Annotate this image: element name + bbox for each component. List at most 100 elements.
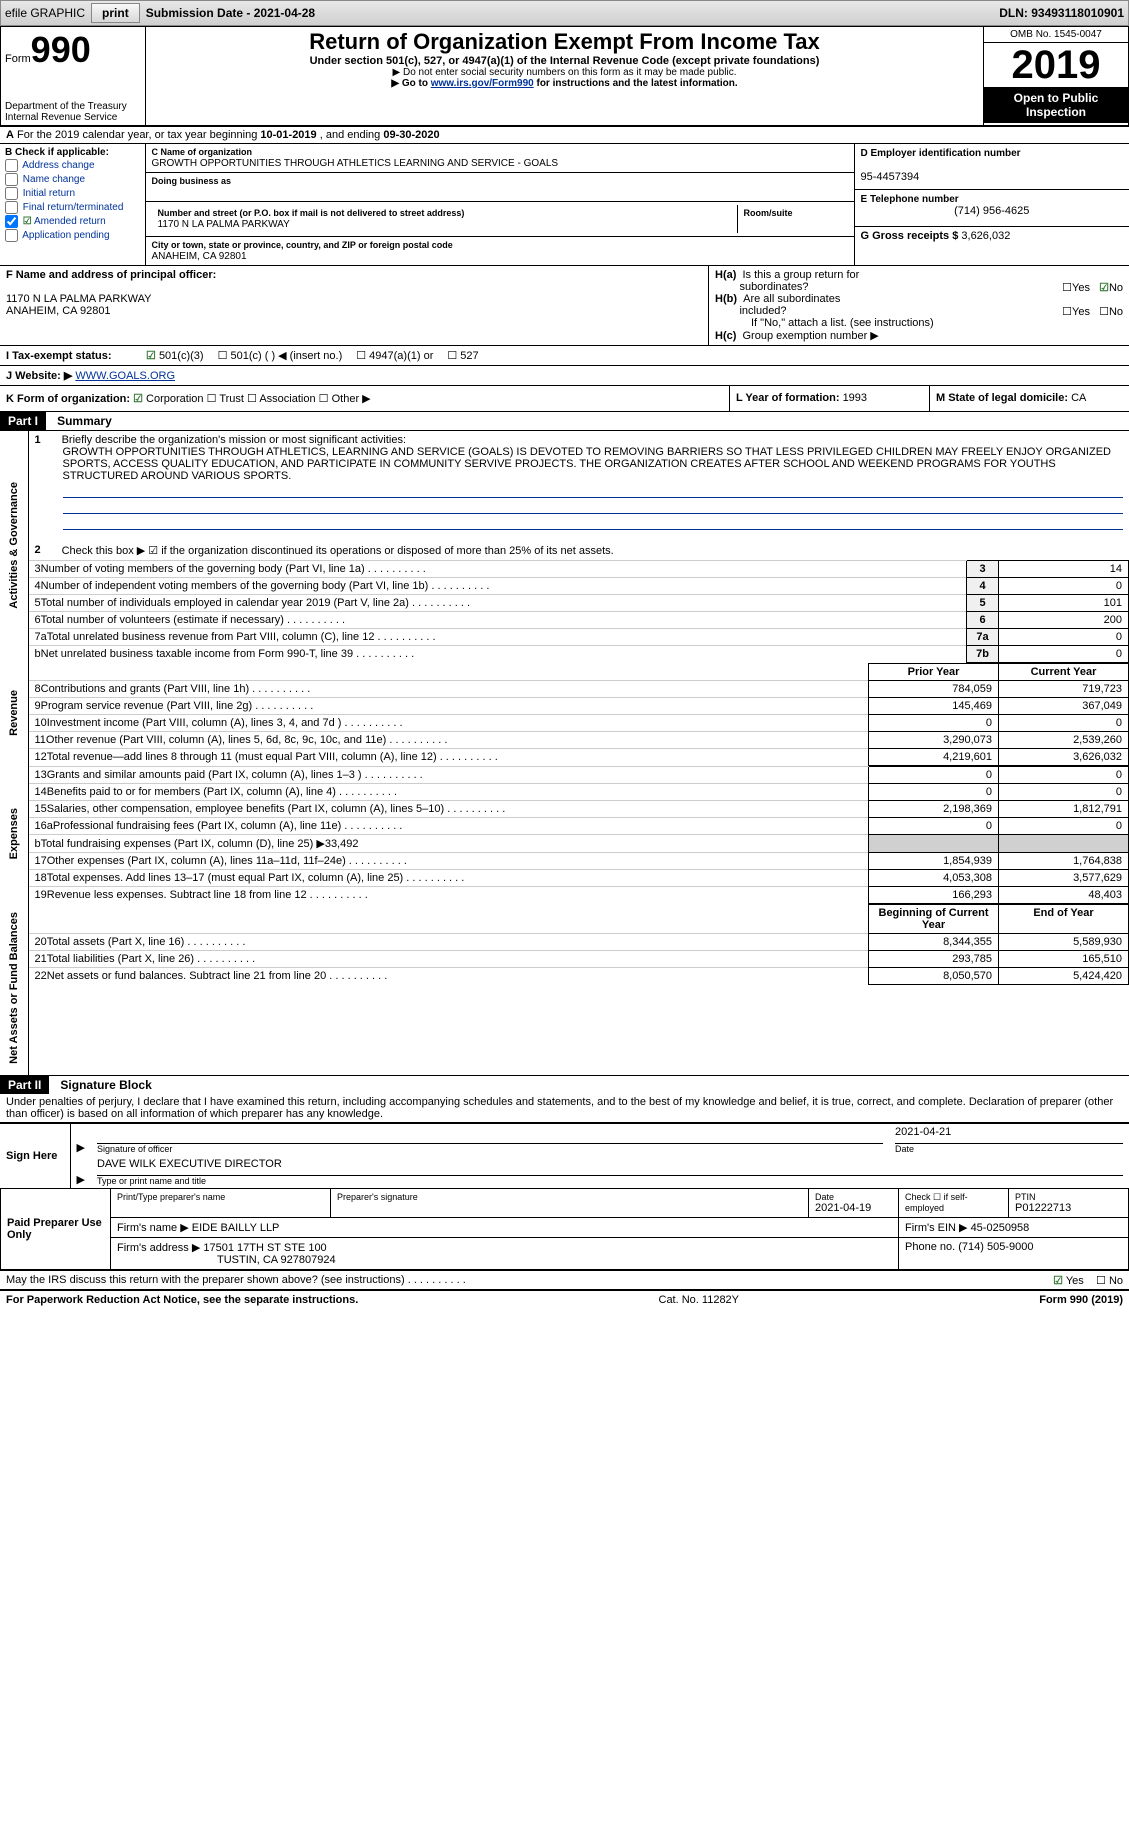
chk-4947[interactable]: ☐ 4947(a)(1) or — [356, 349, 433, 362]
chk-527[interactable]: ☐ 527 — [447, 349, 478, 362]
section-j: J Website: ▶ WWW.GOALS.ORG — [0, 366, 1129, 385]
table-row: 10Investment income (Part VIII, column (… — [29, 715, 1129, 732]
table-row: 18Total expenses. Add lines 13–17 (must … — [29, 870, 1129, 887]
ha-no[interactable]: ☑No — [1099, 282, 1123, 294]
table-row: 22Net assets or fund balances. Subtract … — [29, 968, 1129, 985]
discuss-yes[interactable]: ☑ Yes — [1053, 1275, 1084, 1287]
part2-title: Signature Block — [52, 1076, 159, 1094]
table-row: 4Number of independent voting members of… — [29, 578, 1129, 595]
table-row: 7aTotal unrelated business revenue from … — [29, 629, 1129, 646]
part1-title: Summary — [49, 412, 120, 430]
inspect2: Inspection — [1026, 105, 1086, 119]
prep-date: 2021-04-19 — [815, 1202, 871, 1214]
note2-post: for instructions and the latest informat… — [534, 78, 738, 89]
table-row: 20Total assets (Part X, line 16)8,344,35… — [29, 934, 1129, 951]
vlabel-rev: Revenue — [8, 682, 20, 744]
preparer-table: Paid Preparer Use Only Print/Type prepar… — [0, 1188, 1129, 1270]
q1-num: 1 — [35, 434, 59, 446]
ptin-value: P01222713 — [1015, 1202, 1071, 1214]
website-link[interactable]: WWW.GOALS.ORG — [75, 370, 175, 382]
line-a-text: For the 2019 calendar year, or tax year … — [17, 129, 260, 141]
e-label: E Telephone number — [861, 194, 959, 205]
q1-text: Briefly describe the organization's miss… — [62, 434, 406, 446]
c-label: C Name of organization — [152, 147, 253, 157]
table-row: 19Revenue less expenses. Subtract line 1… — [29, 887, 1129, 904]
sign-here-label: Sign Here — [0, 1123, 70, 1188]
check-self: Check ☐ if self-employed — [905, 1192, 1002, 1213]
table-row: 17Other expenses (Part IX, column (A), l… — [29, 853, 1129, 870]
street-label: Number and street (or P.O. box if mail i… — [158, 208, 465, 218]
year-begin: 10-01-2019 — [260, 129, 316, 141]
section-fh: F Name and address of principal officer:… — [0, 265, 1129, 345]
table-row: 16aProfessional fundraising fees (Part I… — [29, 818, 1129, 835]
chk-corp[interactable]: ☑ Corporation — [133, 393, 203, 405]
line-a-mid: , and ending — [320, 129, 384, 141]
chk-final[interactable]: Final return/terminated — [5, 201, 140, 214]
vlabel-ag: Activities & Governance — [8, 474, 20, 617]
name-label: Type or print name and title — [97, 1176, 1123, 1186]
table-row: 6Total number of volunteers (estimate if… — [29, 612, 1129, 629]
footer-right: Form 990 (2019) — [1039, 1294, 1123, 1306]
chk-assoc[interactable]: ☐ Association — [247, 393, 316, 405]
inspect1: Open to Public — [1014, 91, 1099, 105]
footer-mid: Cat. No. 11282Y — [358, 1294, 1039, 1306]
header-mid: Return of Organization Exempt From Incom… — [146, 27, 984, 126]
hdr-prior: Prior Year — [869, 664, 999, 681]
efile-label: efile GRAPHIC — [5, 6, 85, 20]
prep-sig-label: Preparer's signature — [337, 1192, 802, 1202]
hb-yes[interactable]: ☐Yes — [1062, 306, 1090, 318]
table-row: 15Salaries, other compensation, employee… — [29, 801, 1129, 818]
section-k: K Form of organization: ☑ Corporation ☐ … — [0, 386, 729, 411]
q2-num: 2 — [35, 544, 59, 556]
chk-501c[interactable]: ☐ 501(c) ( ) ◀ (insert no.) — [218, 349, 343, 362]
table-row: bNet unrelated business taxable income f… — [29, 646, 1129, 663]
chk-initial[interactable]: Initial return — [5, 187, 140, 200]
room-label: Room/suite — [744, 208, 793, 218]
dba-label: Doing business as — [152, 176, 232, 186]
top-toolbar: efile GRAPHIC print Submission Date - 20… — [0, 0, 1129, 26]
vlabel-na: Net Assets or Fund Balances — [8, 904, 20, 1072]
date-label: Date — [895, 1144, 1123, 1154]
form-number: 990 — [31, 29, 91, 70]
chk-501c3[interactable]: ☑ 501(c)(3) — [146, 349, 204, 362]
part2-badge: Part II — [0, 1076, 49, 1094]
section-d: D Employer identification number 95-4457… — [854, 144, 1129, 266]
sig-officer-label: Signature of officer — [97, 1144, 883, 1154]
footer-left: For Paperwork Reduction Act Notice, see … — [6, 1294, 358, 1306]
chk-trust[interactable]: ☐ Trust — [207, 393, 244, 405]
section-f: F Name and address of principal officer:… — [0, 266, 709, 345]
prep-name-label: Print/Type preparer's name — [117, 1192, 324, 1202]
hb-no[interactable]: ☐No — [1099, 306, 1123, 318]
section-h: H(a) Is this a group return for subordin… — [709, 266, 1129, 345]
header-left: Form990 Department of the Treasury Inter… — [1, 27, 146, 126]
f-label: F Name and address of principal officer: — [6, 269, 216, 281]
chk-addr-change[interactable]: Address change — [5, 159, 140, 172]
vlabel-exp: Expenses — [8, 800, 20, 867]
table-row: 5Total number of individuals employed in… — [29, 595, 1129, 612]
prep-phone: (714) 505-9000 — [958, 1241, 1033, 1253]
irs-link[interactable]: www.irs.gov/Form990 — [431, 78, 534, 89]
print-button[interactable]: print — [91, 3, 140, 23]
formation-year: 1993 — [843, 392, 867, 404]
mission-text: GROWTH OPPORTUNITIES THROUGH ATHLETICS, … — [63, 446, 1124, 482]
chk-other[interactable]: ☐ Other ▶ — [319, 393, 371, 405]
table-row: 11Other revenue (Part VIII, column (A), … — [29, 732, 1129, 749]
org-name: GROWTH OPPORTUNITIES THROUGH ATHLETICS L… — [152, 158, 559, 169]
dln-label: DLN: 93493118010901 — [999, 6, 1124, 20]
chk-app-pending[interactable]: Application pending — [5, 229, 140, 242]
ein-value: 95-4457394 — [861, 171, 920, 183]
chk-name-change[interactable]: Name change — [5, 173, 140, 186]
q2-text: Check this box ▶ ☑ if the organization d… — [62, 545, 614, 557]
ha-yes[interactable]: ☐Yes — [1062, 282, 1090, 294]
chk-amended[interactable]: ☑ Amended return — [5, 215, 140, 228]
part2-header: Part II Signature Block — [0, 1075, 1129, 1094]
hdr-current: Current Year — [999, 664, 1129, 681]
tax-year: 2019 — [984, 43, 1128, 87]
discuss-text: May the IRS discuss this return with the… — [6, 1274, 405, 1286]
section-b: B Check if applicable: Address change Na… — [0, 144, 145, 266]
mission-block: 1 Briefly describe the organization's mi… — [28, 431, 1129, 561]
declaration-text: Under penalties of perjury, I declare th… — [0, 1094, 1129, 1122]
table-row: 3Number of voting members of the governi… — [29, 561, 1129, 578]
city-value: ANAHEIM, CA 92801 — [152, 251, 247, 262]
discuss-no[interactable]: ☐ No — [1096, 1275, 1123, 1287]
